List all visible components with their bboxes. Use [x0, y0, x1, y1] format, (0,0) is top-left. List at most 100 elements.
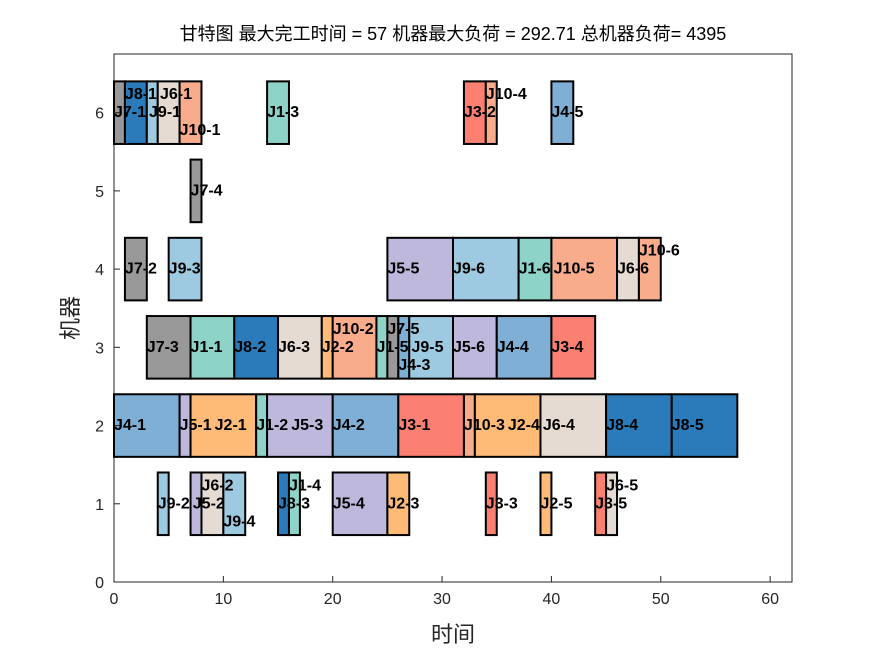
task-label: J1-1: [191, 339, 223, 356]
task-bar-J9-2: [156, 471, 170, 537]
task-bar-J5-3: [266, 393, 334, 458]
x-tick-label: 40: [543, 591, 561, 608]
task-bar-J2-5: [539, 471, 553, 537]
task-label: J4-5: [551, 104, 583, 121]
task-bar-J1-1: [189, 315, 236, 380]
task-bar-J6-3: [277, 315, 323, 380]
task-bar-J10-5: [550, 236, 619, 302]
task-bar-J2-1: [189, 393, 258, 458]
y-tick-label: 4: [95, 262, 104, 279]
task-label: J9-1: [149, 104, 181, 121]
task-label: J8-2: [234, 339, 266, 356]
y-axis: 0 1 2 3 4 5 6: [95, 106, 120, 592]
y-tick-label: 6: [95, 106, 104, 123]
task-label: J10-1: [180, 122, 221, 139]
x-tick-label: 10: [214, 591, 232, 608]
task-bar-J9-6: [452, 236, 520, 302]
task-label: J8-4: [606, 417, 638, 434]
task-label: J5-3: [291, 417, 323, 434]
task-label: J2-1: [215, 417, 247, 434]
task-bar-J6-5: [605, 471, 619, 537]
task-bar-J5-5: [386, 236, 454, 302]
task-label: J10-3: [464, 417, 505, 434]
task-bar-J1-6: [517, 236, 553, 302]
task-bar-J9-4: [222, 471, 247, 537]
task-label: J10-6: [639, 243, 680, 260]
task-label: J3-1: [398, 417, 430, 434]
task-label: J7-5: [387, 321, 419, 338]
task-label: J2-3: [387, 495, 419, 512]
x-axis-label: 时间: [431, 622, 475, 647]
task-label: J7-1: [114, 104, 146, 121]
task-label: J5-2: [193, 495, 225, 512]
task-bar-J5-6: [452, 315, 498, 380]
task-bar-J10-1: [178, 80, 203, 145]
task-label: J6-4: [543, 417, 575, 434]
task-label: J4-2: [333, 417, 365, 434]
y-tick-label: 2: [95, 419, 104, 436]
task-bar-J9-5: [408, 315, 454, 380]
task-bar-J8-5: [670, 393, 739, 458]
task-bar-J7-4: [189, 158, 203, 224]
task-bar-J6-4: [539, 393, 608, 458]
y-tick-label: 3: [95, 340, 104, 357]
task-label: J7-2: [125, 261, 157, 278]
bars-layer: [113, 80, 739, 537]
task-label: J7-3: [147, 339, 179, 356]
task-label: J9-6: [453, 261, 485, 278]
task-bar-J2-3: [386, 471, 411, 537]
task-label: J3-2: [464, 104, 496, 121]
task-bar-J7-2: [123, 236, 148, 302]
task-bar-J2-4: [473, 393, 542, 458]
task-label: J6-1: [160, 86, 192, 103]
x-tick-label: 20: [324, 591, 342, 608]
task-label: J10-2: [333, 321, 374, 338]
task-label: J5-5: [387, 261, 419, 278]
task-label: J3-4: [551, 339, 583, 356]
task-label: J6-3: [278, 339, 310, 356]
task-label: J1-2: [256, 417, 288, 434]
task-label: J10-5: [554, 261, 595, 278]
x-axis: 0 10 20 30 40 50 60: [110, 576, 779, 608]
task-bar-J1-3: [266, 80, 290, 145]
task-label: J3-5: [595, 495, 627, 512]
task-label: J6-5: [606, 477, 638, 494]
task-label: J2-2: [322, 339, 354, 356]
task-label: J10-4: [486, 86, 527, 103]
task-label: J9-4: [223, 513, 255, 530]
task-label: J5-6: [453, 339, 485, 356]
task-bar-J8-4: [605, 393, 673, 458]
y-tick-label: 1: [95, 497, 104, 514]
task-label: J5-1: [180, 417, 212, 434]
task-label: J2-4: [508, 417, 540, 434]
task-label: J6-2: [201, 477, 233, 494]
task-label: J5-4: [333, 495, 365, 512]
task-bar-J3-4: [550, 315, 597, 380]
task-label: J4-1: [114, 417, 146, 434]
task-label: J8-1: [125, 86, 157, 103]
task-label: J9-5: [411, 339, 443, 356]
task-label: J1-6: [519, 261, 551, 278]
x-tick-label: 60: [761, 591, 779, 608]
chart-title: 甘特图 最大完工时间 = 57 机器最大负荷 = 292.71 总机器负荷= 4…: [180, 24, 727, 44]
task-bar-J4-4: [495, 315, 553, 380]
labels-layer: J9-2 J5-2J6-2 J9-4 J8-3J1-4 J5-4 J2-3 J3-3 J2-5…: [114, 86, 704, 530]
task-label: J1-4: [289, 477, 321, 494]
task-label: J1-3: [267, 104, 299, 121]
x-tick-label: 50: [652, 591, 670, 608]
task-label: J6-6: [617, 261, 649, 278]
task-bar-J8-2: [233, 315, 280, 380]
task-label: J3-3: [486, 495, 518, 512]
task-bar-J4-5: [550, 80, 575, 145]
task-label: J9-3: [169, 261, 201, 278]
task-bar-J10-4: [484, 80, 498, 145]
task-label: J8-3: [278, 495, 310, 512]
task-bar-J1-4: [287, 471, 301, 537]
y-tick-label: 0: [95, 575, 104, 592]
task-bar-J10-2: [331, 315, 378, 380]
task-label: J1-5: [376, 339, 408, 356]
task-label: J4-4: [497, 339, 529, 356]
task-label: J4-3: [398, 357, 430, 374]
task-bar-J3-3: [484, 471, 498, 537]
